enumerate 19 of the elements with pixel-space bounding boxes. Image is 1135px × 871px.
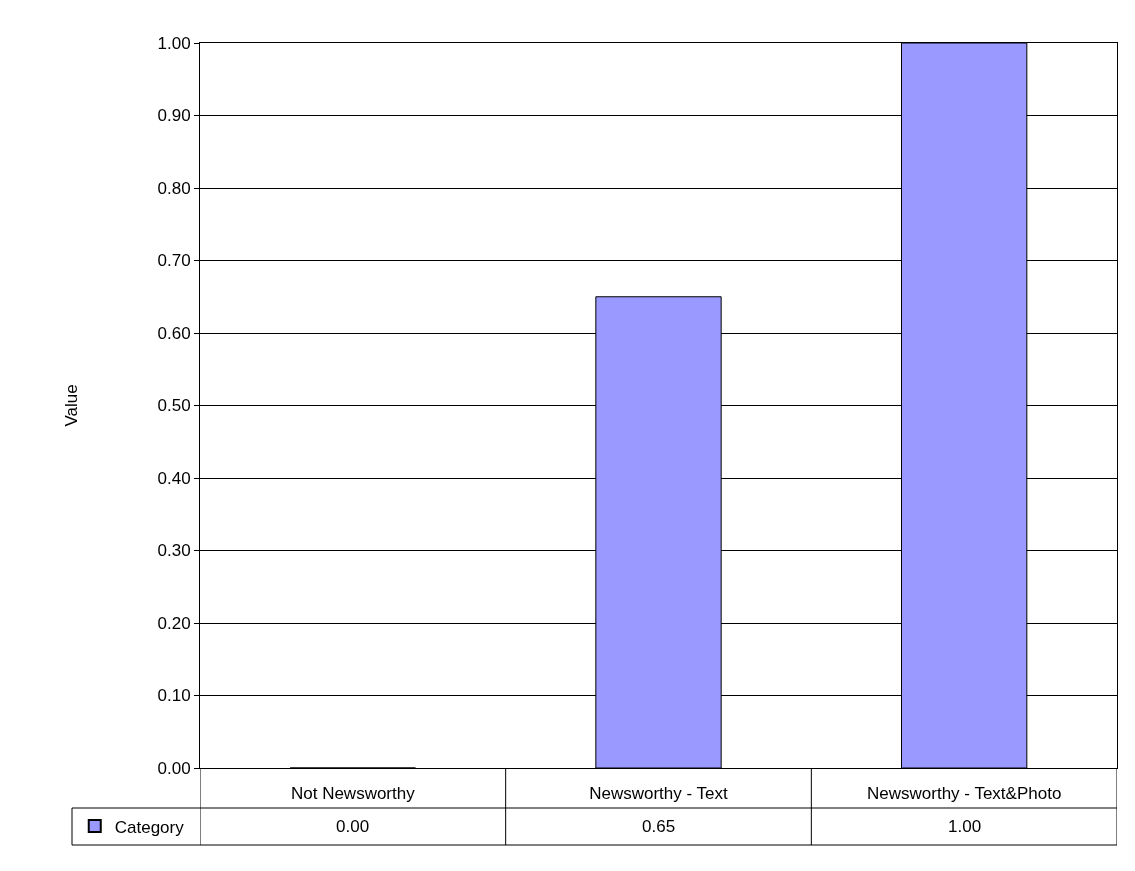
data-label: 0.00: [336, 817, 370, 836]
x-tick-label: Newsworthy - Text: [589, 784, 729, 804]
x-tick-label: Not Newsworthy: [290, 784, 416, 804]
data-label: 1.00: [948, 817, 982, 836]
y-tick-label: 0.60: [157, 323, 191, 343]
y-tick-label: 0.90: [157, 106, 191, 126]
y-tick-label: 0.40: [157, 468, 191, 488]
y-tick-label: 0.20: [157, 613, 191, 633]
y-tick-label: 0.10: [157, 686, 191, 706]
y-tick-label: 1.00: [157, 33, 191, 53]
y-tick-label: 0.00: [157, 758, 191, 778]
x-tick-label: Newsworthy - Text&Photo: [867, 784, 1062, 804]
y-tick-label: 0.30: [157, 541, 191, 561]
y-tick-label: 0.50: [157, 396, 191, 416]
y-tick-label: 0.80: [157, 178, 191, 198]
data-label: 0.65: [642, 817, 676, 836]
legend-label: Category: [114, 817, 185, 837]
y-tick-label: 0.70: [157, 251, 191, 271]
y-axis-title: Value: [62, 384, 82, 427]
